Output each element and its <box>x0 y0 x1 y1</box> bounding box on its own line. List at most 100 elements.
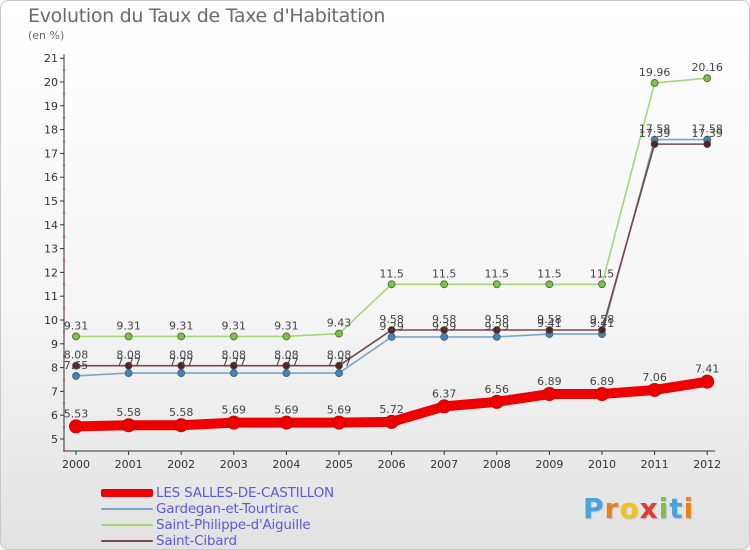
data-label-series-3: 8.08 <box>64 349 89 362</box>
data-label-series-1: 7.77 <box>169 356 194 369</box>
data-label-series-0: 7.41 <box>695 363 720 376</box>
x-tick-label: 2005 <box>325 458 353 471</box>
data-label-series-1: 7.77 <box>327 356 352 369</box>
y-tick-label: 9 <box>51 338 58 351</box>
data-label-series-3: 8.08 <box>274 349 299 362</box>
x-tick-label: 2000 <box>62 458 90 471</box>
y-tick-label: 19 <box>44 100 58 113</box>
x-tick-label: 2011 <box>641 458 669 471</box>
x-tick-label: 2004 <box>272 458 300 471</box>
legend-label-series-3: Saint-Cibard <box>156 533 237 549</box>
data-label-series-2: 20.16 <box>691 61 723 74</box>
chart-subtitle: (en %) <box>28 29 65 42</box>
data-label-series-3: 8.08 <box>116 349 141 362</box>
data-point-series-1 <box>177 369 186 377</box>
data-point-series-0 <box>437 399 452 414</box>
logo-letter: r <box>604 492 620 525</box>
y-minor-tick <box>63 188 65 191</box>
data-point-series-0 <box>647 382 662 397</box>
proxiti-logo: Proxiti <box>583 492 694 525</box>
data-label-series-0: 5.58 <box>169 406 194 419</box>
data-point-series-1 <box>492 332 501 341</box>
data-point-series-3 <box>650 140 659 149</box>
y-tick-label: 17 <box>44 147 58 160</box>
data-point-series-2 <box>387 280 396 289</box>
chart-title: Evolution du Taux de Taxe d'Habitation <box>28 5 386 27</box>
data-label-series-3: 17.39 <box>691 127 723 140</box>
data-label-series-1: 7.77 <box>116 356 141 369</box>
data-label-series-2: 9.31 <box>64 319 89 332</box>
data-point-series-3 <box>703 140 712 149</box>
data-point-series-1 <box>229 369 238 377</box>
y-tick-label: 11 <box>44 290 58 303</box>
y-minor-tick <box>63 426 65 428</box>
x-tick-label: 2008 <box>483 458 511 471</box>
data-point-series-2 <box>124 332 133 341</box>
data-label-series-0: 5.58 <box>116 406 141 419</box>
legend-swatch-series-2 <box>101 524 153 526</box>
data-point-series-0 <box>279 415 294 430</box>
data-label-series-3: 8.08 <box>327 349 352 362</box>
data-point-series-0 <box>332 415 346 430</box>
data-point-series-0 <box>174 418 189 433</box>
data-label-series-2: 11.5 <box>432 267 457 280</box>
y-tick-label: 21 <box>44 52 58 65</box>
y-minor-tick <box>63 140 65 143</box>
data-label-series-1: 17.58 <box>639 123 671 136</box>
data-label-series-0: 5.69 <box>327 404 352 417</box>
y-tick-label: 10 <box>44 314 58 327</box>
data-label-series-0: 5.69 <box>222 404 247 417</box>
data-label-series-3: 8.08 <box>169 349 194 362</box>
legend-label-series-2: Saint-Philippe-d'Aiguille <box>156 517 311 533</box>
data-point-series-2 <box>335 329 343 338</box>
y-tick-label: 8 <box>51 362 58 375</box>
x-tick-label: 2009 <box>535 458 563 471</box>
y-minor-tick <box>63 69 65 71</box>
data-label-series-3: 9.58 <box>432 313 457 326</box>
logo-letter: i <box>658 492 670 525</box>
legend-swatch-series-0 <box>101 489 153 497</box>
y-minor-tick <box>63 402 65 405</box>
data-label-series-1: 7.65 <box>64 359 89 372</box>
y-tick-label: 18 <box>44 124 58 137</box>
legend-label-series-0: LES SALLES-DE-CASTILLON <box>156 485 334 501</box>
data-label-series-2: 9.31 <box>274 319 299 332</box>
data-point-series-1 <box>440 332 449 341</box>
y-tick-label: 20 <box>44 76 58 89</box>
x-tick-label: 2006 <box>378 458 406 471</box>
data-point-series-3 <box>492 326 501 334</box>
data-label-series-1: 17.58 <box>691 123 723 136</box>
x-tick-label: 2002 <box>167 458 195 471</box>
data-point-series-1 <box>282 369 291 377</box>
data-label-series-0: 6.37 <box>432 387 457 400</box>
data-point-series-1 <box>72 372 80 380</box>
data-point-series-2 <box>72 332 80 341</box>
data-label-series-2: 9.31 <box>169 319 194 332</box>
data-point-series-0 <box>595 387 609 402</box>
y-minor-tick <box>63 164 65 167</box>
data-label-series-2: 11.5 <box>379 267 404 280</box>
data-point-series-3 <box>124 361 133 370</box>
data-label-series-2: 19.96 <box>639 66 671 79</box>
y-tick-label: 6 <box>51 409 58 422</box>
y-tick-label: 14 <box>44 219 58 232</box>
data-label-series-3: 9.58 <box>485 313 510 326</box>
data-point-series-3 <box>177 361 186 370</box>
data-point-series-2 <box>598 280 606 289</box>
data-label-series-3: 9.58 <box>590 313 615 326</box>
data-label-series-3: 17.39 <box>639 127 671 140</box>
data-point-series-0 <box>542 387 557 402</box>
x-tick-label: 2012 <box>693 458 721 471</box>
data-label-series-2: 9.43 <box>327 317 352 330</box>
data-point-series-2 <box>229 332 238 341</box>
data-point-series-1 <box>124 369 133 377</box>
y-minor-tick <box>63 93 65 95</box>
data-point-series-0 <box>384 414 399 429</box>
data-point-series-2 <box>545 280 554 289</box>
logo-letter: t <box>669 492 684 525</box>
data-point-series-1 <box>335 369 343 377</box>
y-tick-label: 15 <box>44 195 58 208</box>
y-minor-tick <box>63 116 65 119</box>
